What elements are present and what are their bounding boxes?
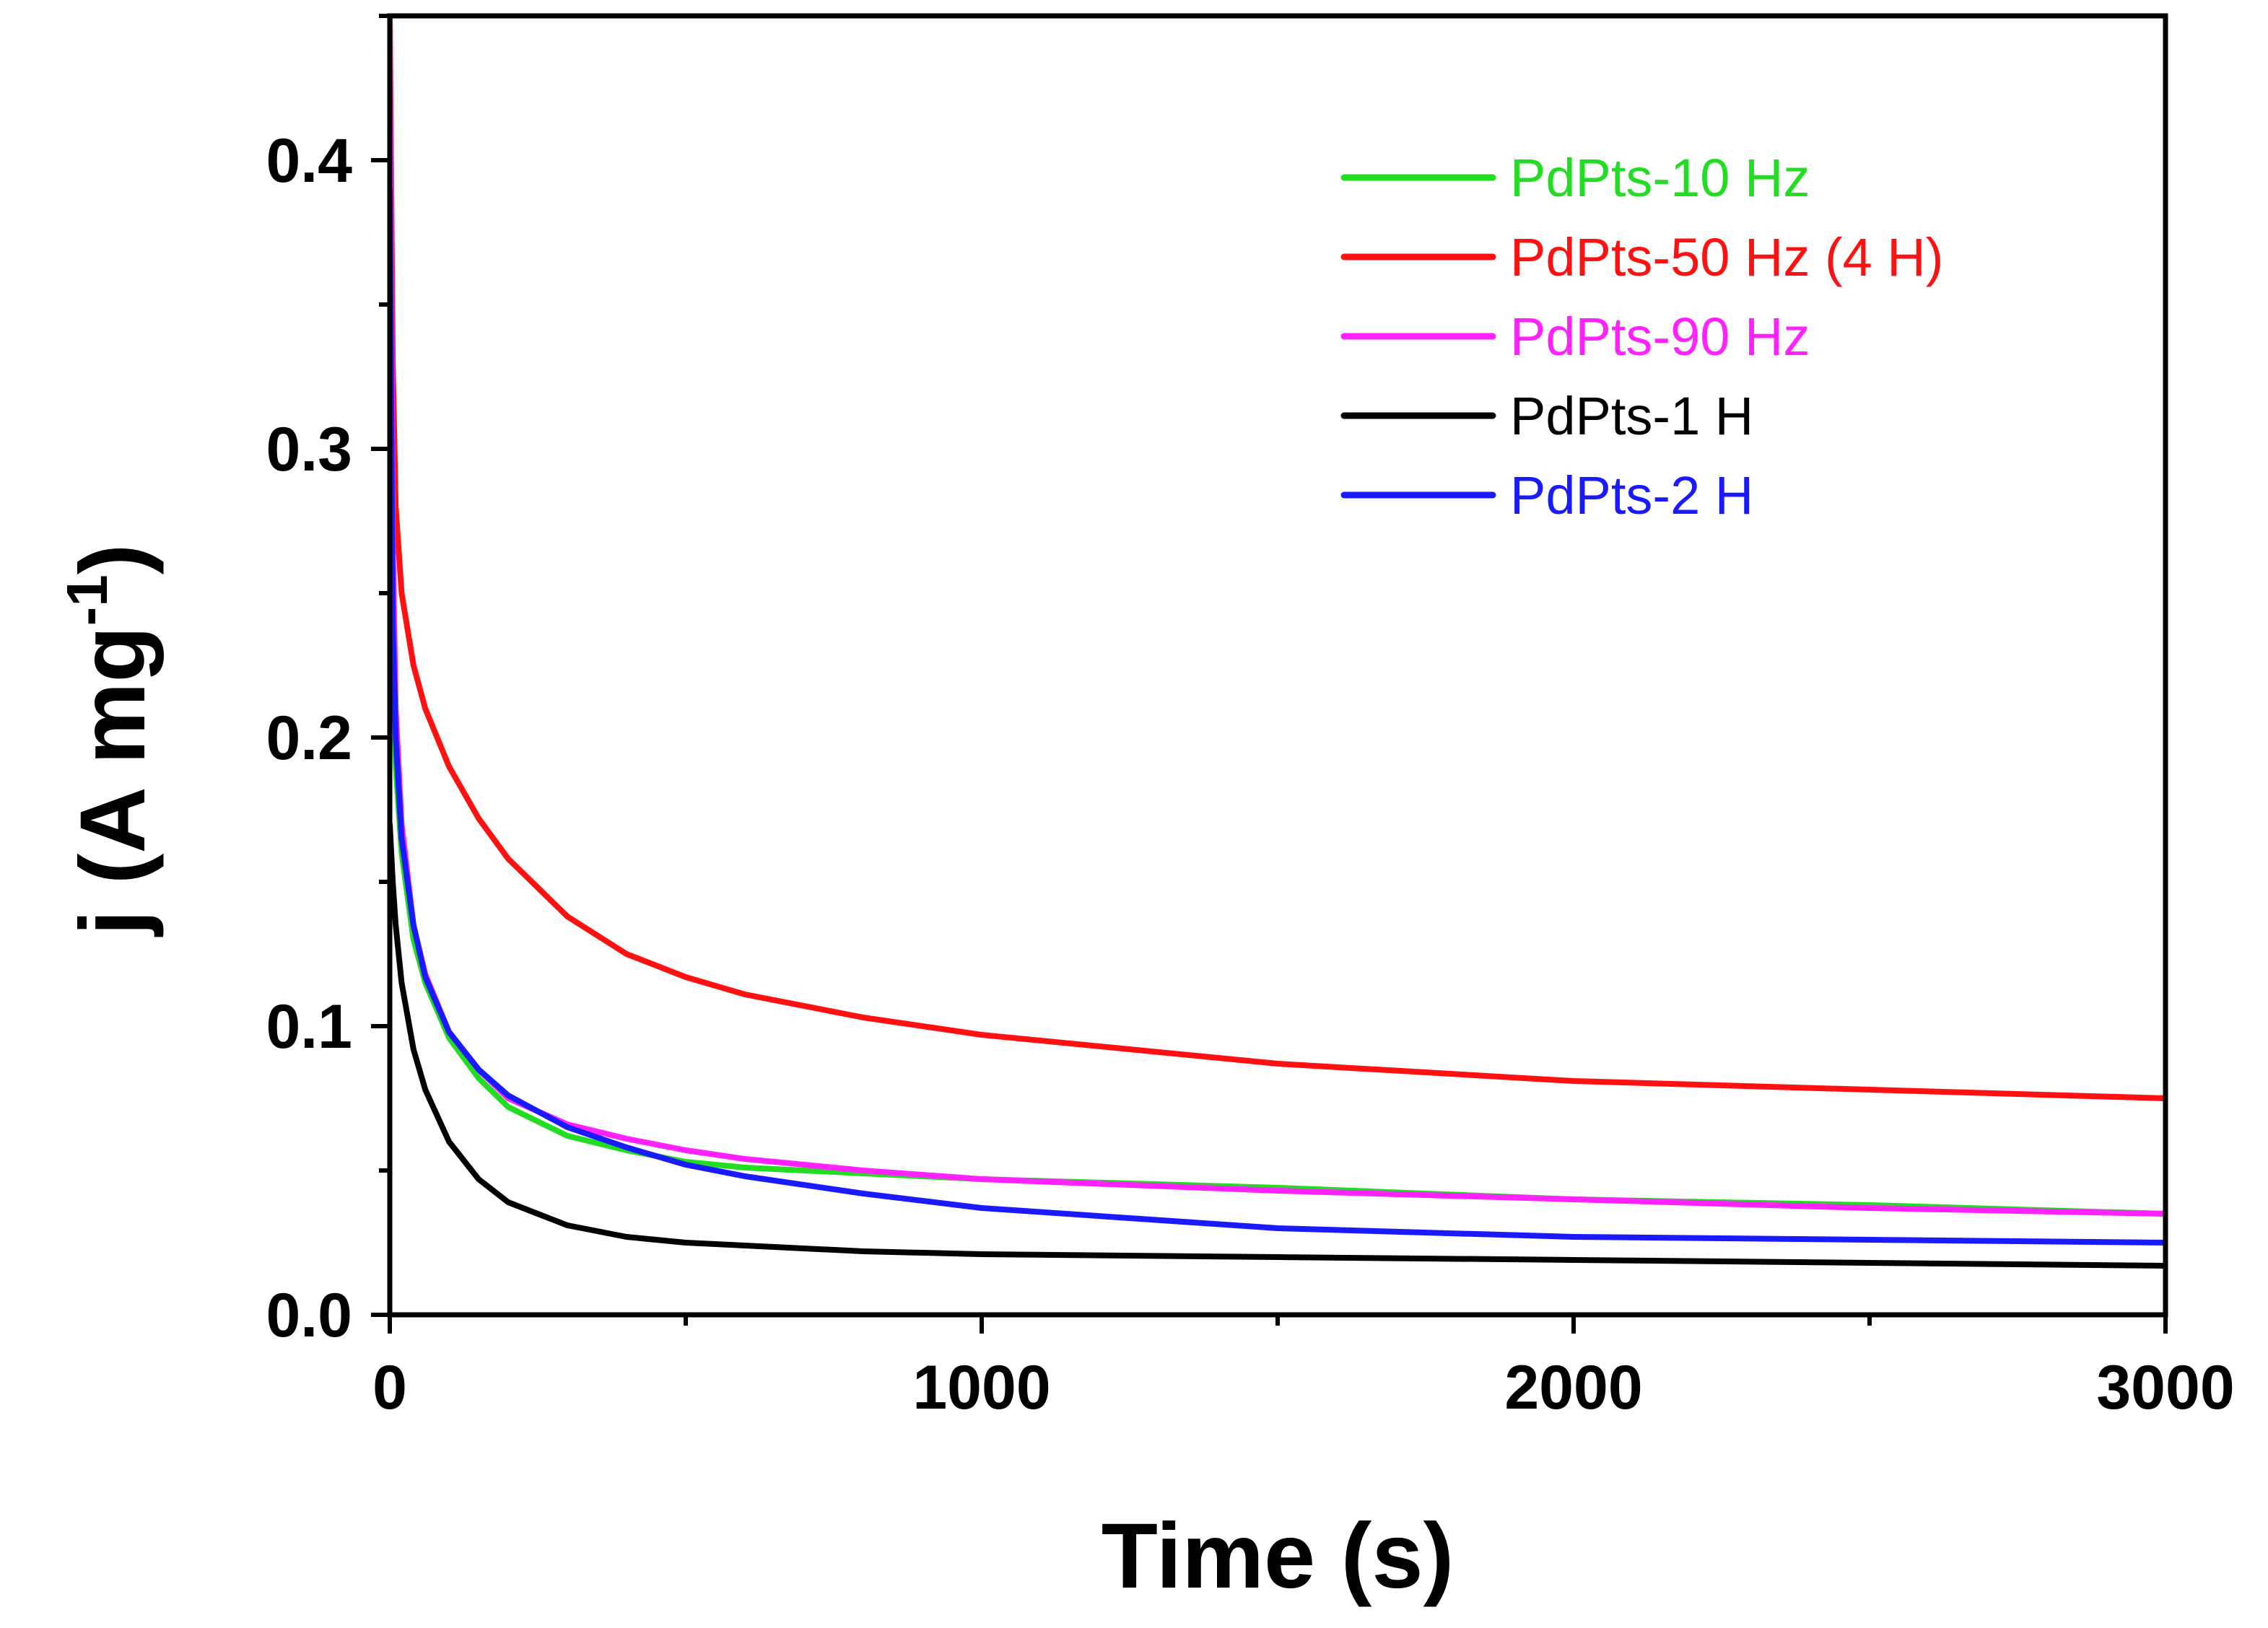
series-line-5 (390, 186, 2165, 1246)
series-group (390, 16, 2165, 1269)
x-tick-label: 0 (372, 1353, 407, 1422)
series-line-4 (390, 821, 2165, 1269)
ticks-group (371, 14, 2168, 1334)
x-axis-title: Time (s) (1102, 1505, 1454, 1608)
y-axis-title-close: ) (61, 544, 165, 575)
legend: PdPts-10 Hz PdPts-50 Hz (4 H) PdPts-90 Hz P… (1340, 148, 1943, 525)
legend-label-1: PdPts-10 Hz (1510, 148, 1810, 208)
series-line-2 (390, 16, 2165, 1101)
y-axis-title-superscript: -1 (55, 574, 119, 626)
x-tick-label: 1000 (912, 1353, 1050, 1422)
legend-label-5: PdPts-2 H (1510, 465, 1753, 525)
tick-labels-group: 0 1000 2000 3000 0.0 0.1 0.2 0.3 0.4 (266, 126, 2234, 1422)
y-axis-title: j (A mg-1) (55, 544, 165, 937)
x-tick-label: 3000 (2096, 1353, 2234, 1422)
x-tick-label: 2000 (1504, 1353, 1642, 1422)
y-tick-label: 0.1 (266, 992, 352, 1062)
y-tick-label: 0.4 (266, 126, 352, 196)
y-tick-label: 0.3 (266, 415, 352, 484)
legend-label-2: PdPts-50 Hz (4 H) (1510, 227, 1943, 287)
y-tick-label: 0.2 (266, 704, 352, 773)
y-tick-label: 0.0 (266, 1281, 352, 1350)
legend-label-3: PdPts-90 Hz (1510, 307, 1810, 367)
legend-label-4: PdPts-1 H (1510, 386, 1753, 446)
y-axis-title-main: j (A mg (61, 626, 165, 937)
